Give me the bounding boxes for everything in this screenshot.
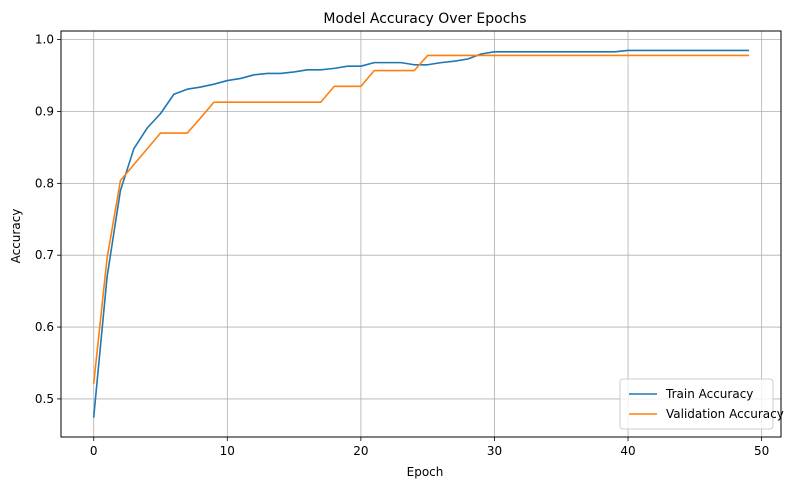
plot-lines [92, 49, 750, 418]
y-tick-label: 1.0 [35, 33, 54, 47]
x-tick-label: 20 [353, 444, 368, 458]
x-tick-label: 50 [754, 444, 769, 458]
y-tick-label: 0.5 [35, 392, 54, 406]
y-axis-label: Accuracy [9, 209, 23, 264]
y-tick-label: 0.8 [35, 176, 54, 190]
axes-frame [60, 30, 782, 438]
x-tick-label: 30 [487, 444, 502, 458]
axis-ticks: 0 10 20 30 40 50 0.5 0.6 0.7 0.8 0.9 1.0 [35, 33, 769, 458]
x-tick-label: 40 [620, 444, 635, 458]
x-tick-label: 0 [90, 444, 98, 458]
legend-label: Validation Accuracy [666, 407, 784, 421]
x-tick-label: 10 [220, 444, 235, 458]
series-line-validation-accuracy [92, 54, 750, 384]
y-tick-label: 0.9 [35, 104, 54, 118]
legend-label: Train Accuracy [665, 387, 753, 401]
y-tick-label: 0.7 [35, 248, 54, 262]
x-axis-label: Epoch [407, 465, 444, 479]
chart-title: Model Accuracy Over Epochs [323, 11, 526, 27]
y-tick-label: 0.6 [35, 320, 54, 334]
series-line-train-accuracy [92, 49, 750, 418]
legend: Train Accuracy Validation Accuracy [619, 378, 784, 430]
legend-box [619, 378, 774, 430]
